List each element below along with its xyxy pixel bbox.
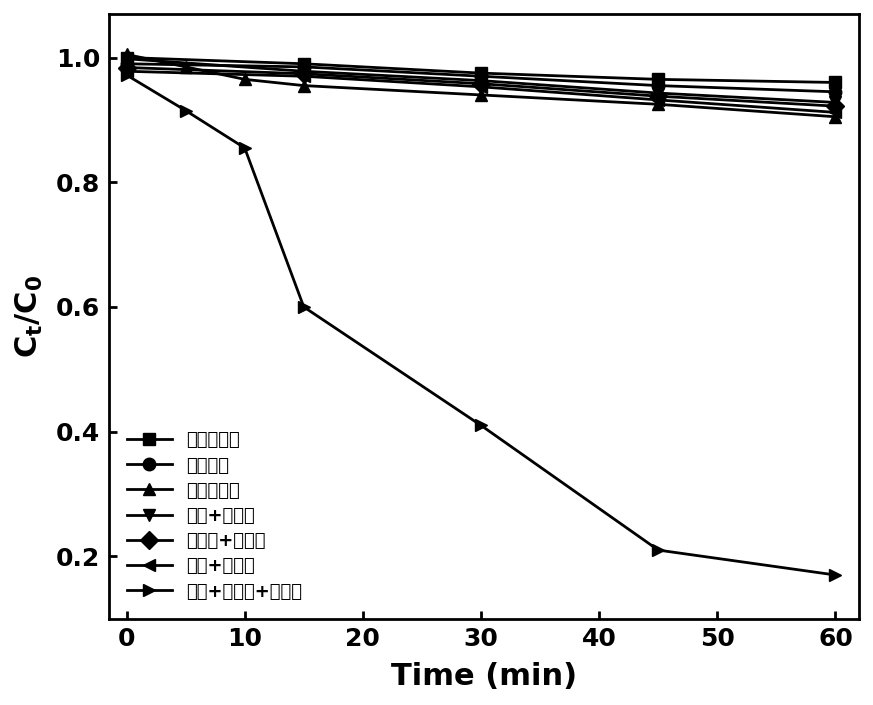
臭氧+可见光+催化剂 — [239, 144, 250, 152]
臭氧+催化剂 — [476, 76, 486, 85]
臭氧+催化剂 — [121, 54, 132, 63]
单独臭氧 — [476, 72, 486, 80]
Line: 臭氧+可见光: 臭氧+可见光 — [120, 65, 842, 118]
Line: 可见光+催化剂: 可见光+催化剂 — [120, 61, 842, 112]
单独催化剂 — [299, 81, 309, 90]
单独可见光 — [653, 75, 663, 84]
单独可见光 — [299, 59, 309, 68]
臭氧+可见光 — [121, 67, 132, 75]
Legend: 单独可见光, 单独臭氧, 单独催化剂, 臭氧+催化剂, 可见光+催化剂, 臭氧+可见光, 臭氧+可见光+催化剂: 单独可见光, 单独臭氧, 单独催化剂, 臭氧+催化剂, 可见光+催化剂, 臭氧+… — [118, 422, 312, 610]
臭氧+可见光 — [299, 72, 309, 80]
单独可见光 — [830, 78, 841, 87]
单独催化剂 — [653, 100, 663, 109]
X-axis label: Time (min): Time (min) — [391, 662, 577, 691]
臭氧+催化剂 — [299, 67, 309, 75]
臭氧+可见光+催化剂 — [476, 421, 486, 429]
Y-axis label: $\mathbf{C_t/C_0}$: $\mathbf{C_t/C_0}$ — [14, 274, 45, 358]
Line: 单独催化剂: 单独催化剂 — [120, 48, 842, 123]
臭氧+催化剂 — [830, 98, 841, 106]
Line: 单独可见光: 单独可见光 — [120, 51, 842, 89]
单独可见光 — [121, 54, 132, 62]
可见光+催化剂 — [653, 92, 663, 100]
Line: 臭氧+催化剂: 臭氧+催化剂 — [120, 53, 842, 109]
单独催化剂 — [476, 91, 486, 99]
单独催化剂 — [239, 75, 250, 84]
Line: 单独臭氧: 单独臭氧 — [120, 58, 842, 98]
可见光+催化剂 — [121, 63, 132, 72]
臭氧+催化剂 — [653, 89, 663, 97]
单独催化剂 — [181, 63, 191, 71]
Line: 臭氧+可见光+催化剂: 臭氧+可见光+催化剂 — [120, 69, 842, 582]
单独臭氧 — [299, 63, 309, 71]
臭氧+可见光 — [653, 96, 663, 104]
单独臭氧 — [830, 87, 841, 96]
单独催化剂 — [121, 50, 132, 59]
可见光+催化剂 — [476, 80, 486, 88]
可见光+催化剂 — [830, 102, 841, 111]
单独臭氧 — [121, 59, 132, 68]
臭氧+可见光+催化剂 — [121, 70, 132, 79]
臭氧+可见光+催化剂 — [181, 106, 191, 115]
单独臭氧 — [653, 81, 663, 90]
单独可见光 — [476, 69, 486, 78]
臭氧+可见光 — [830, 108, 841, 116]
臭氧+可见光+催化剂 — [653, 546, 663, 554]
可见光+催化剂 — [299, 70, 309, 78]
臭氧+可见光+催化剂 — [299, 302, 309, 311]
臭氧+可见光 — [476, 82, 486, 91]
臭氧+可见光+催化剂 — [830, 571, 841, 580]
单独催化剂 — [830, 113, 841, 121]
